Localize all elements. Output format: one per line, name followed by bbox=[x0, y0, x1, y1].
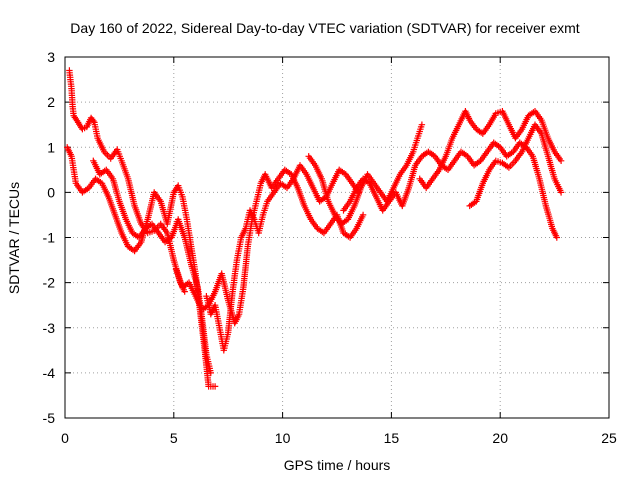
series-markers bbox=[416, 108, 565, 192]
y-tick-labels: -5 -4 -3 -2 -1 0 1 2 3 bbox=[43, 49, 56, 426]
y-tick-label: 3 bbox=[47, 49, 55, 65]
y-tick-label: 2 bbox=[47, 94, 55, 110]
series-sat-h bbox=[416, 108, 565, 192]
plot-frame bbox=[64, 56, 610, 419]
x-tick-label: 15 bbox=[384, 430, 400, 446]
grid-lines bbox=[65, 57, 609, 418]
data-marks bbox=[64, 67, 565, 390]
chart-title: Day 160 of 2022, Sidereal Day-to-day VTE… bbox=[70, 20, 579, 36]
y-tick-label: 0 bbox=[47, 184, 55, 200]
y-tick-label: -5 bbox=[43, 410, 56, 426]
y-tick-label: -1 bbox=[43, 230, 56, 246]
x-tick-label: 0 bbox=[61, 430, 69, 446]
x-tick-label: 10 bbox=[275, 430, 291, 446]
series-sat-e bbox=[203, 162, 362, 354]
x-tick-label: 25 bbox=[601, 430, 617, 446]
series-sat-g bbox=[340, 139, 560, 241]
y-tick-label: 1 bbox=[47, 139, 55, 155]
y-axis-label: SDTVAR / TECUs bbox=[6, 182, 22, 294]
series-markers bbox=[340, 139, 560, 241]
series-markers bbox=[203, 162, 362, 354]
x-tick-labels: 0 5 10 15 20 25 bbox=[61, 430, 617, 446]
series-sat-a bbox=[66, 67, 188, 295]
x-tick-label: 20 bbox=[492, 430, 508, 446]
x-axis-label: GPS time / hours bbox=[284, 457, 391, 473]
y-tick-label: -4 bbox=[43, 365, 56, 381]
series-sat-i bbox=[466, 121, 565, 210]
series-markers bbox=[66, 67, 188, 295]
series-markers bbox=[466, 121, 565, 210]
y-tick-label: -2 bbox=[43, 275, 56, 291]
y-tick-label: -3 bbox=[43, 320, 56, 336]
x-tick-label: 5 bbox=[170, 430, 178, 446]
